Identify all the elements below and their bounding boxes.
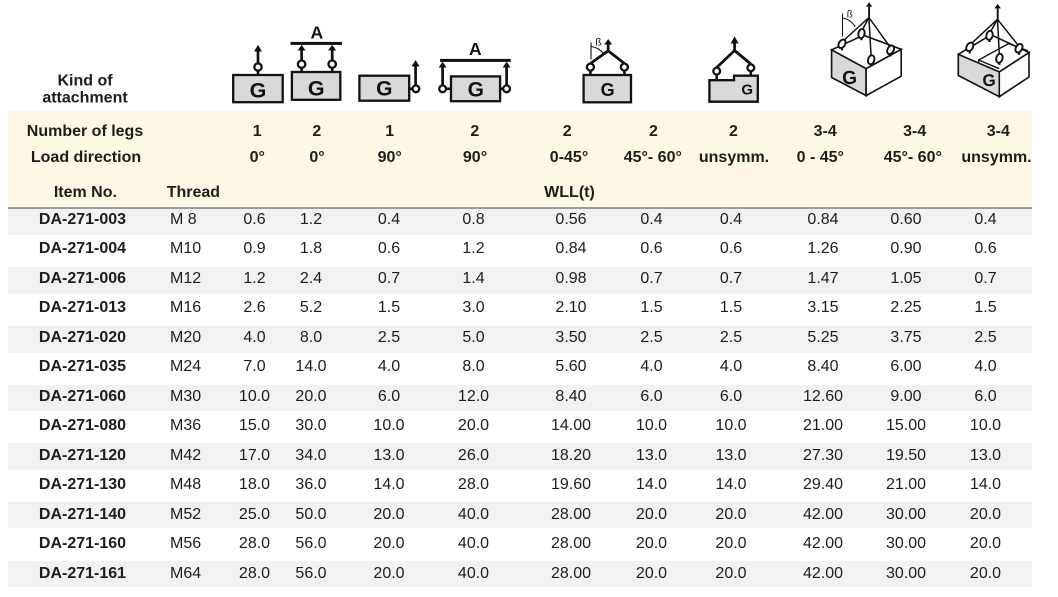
svg-text:ß: ß: [847, 9, 853, 20]
svg-text:A: A: [310, 23, 323, 43]
svg-text:A: A: [469, 39, 482, 59]
svg-text:G: G: [842, 68, 858, 90]
svg-text:G: G: [741, 81, 753, 98]
svg-text:G: G: [308, 76, 325, 100]
svg-text:G: G: [982, 71, 997, 91]
svg-text:G: G: [468, 79, 484, 102]
svg-text:ß: ß: [595, 36, 601, 48]
svg-text:G: G: [601, 80, 615, 100]
svg-text:G: G: [376, 78, 392, 101]
svg-text:G: G: [250, 78, 267, 102]
